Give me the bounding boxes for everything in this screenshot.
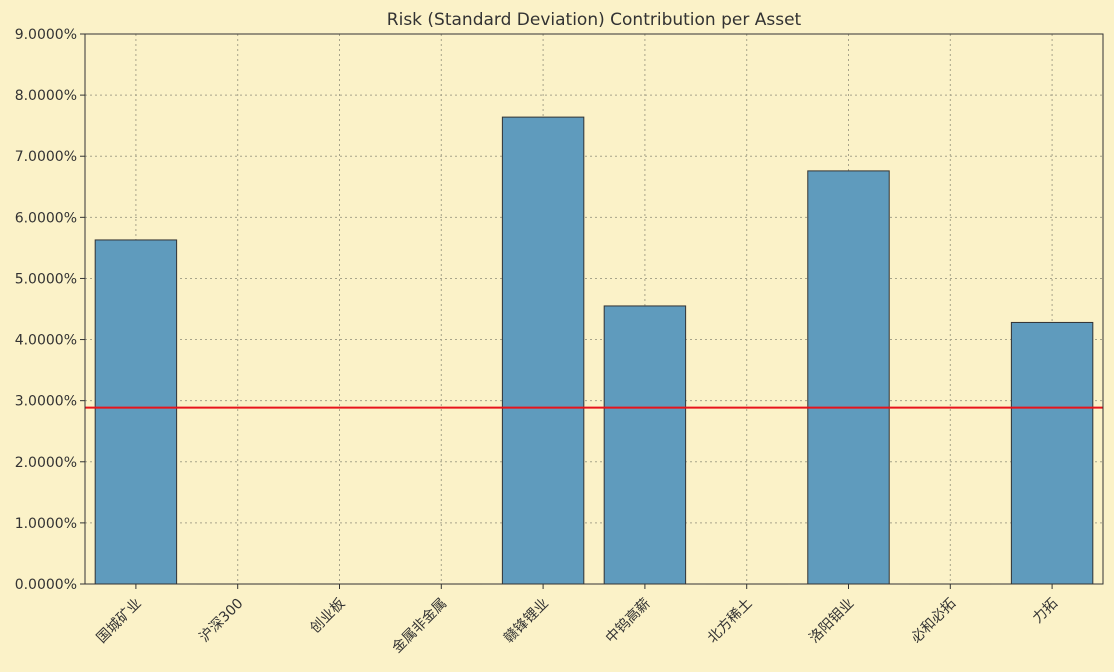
plot-frame	[84, 33, 1104, 585]
y-tick-label: 7.0000%	[15, 149, 77, 165]
x-tick-label: 中钨高薪	[602, 595, 654, 647]
x-tick-label: 赣锋锂业	[501, 596, 552, 647]
bar-7	[807, 170, 890, 585]
x-tick-label: 沪深300	[197, 596, 247, 646]
y-tick-label: 2.0000%	[15, 455, 77, 471]
y-tick-label: 5.0000%	[15, 271, 77, 287]
y-tick-label: 4.0000%	[15, 333, 77, 349]
y-tick-label: 6.0000%	[15, 210, 77, 226]
bar-4	[501, 116, 585, 585]
y-tick-label: 0.0000%	[15, 577, 77, 593]
x-tick-label: 北方稀土	[705, 596, 756, 647]
x-tick-label: 必和必拓	[908, 596, 959, 647]
x-tick-label: 国城矿业	[94, 596, 145, 647]
x-tick-label: 金属非金属	[389, 596, 450, 657]
axes-layer	[84, 33, 1104, 585]
grid-layer	[85, 33, 1103, 585]
x-tick-label: 创业板	[307, 596, 348, 637]
x-tick-label: 洛阳钼业	[806, 596, 857, 647]
x-axis-ticks: 国城矿业 沪深300 创业板 金属非金属 赣锋锂业 中钨高薪 北方稀土 洛阳钼业 必和必拓 力拓	[94, 584, 1061, 656]
bar-9	[1010, 321, 1094, 585]
bars-layer	[94, 116, 1094, 585]
bar-5	[603, 305, 687, 585]
y-axis-ticks: 0.0000% 1.0000% 2.0000% 3.0000% 4.0000% 5.000…	[15, 27, 85, 593]
bar-0	[94, 239, 178, 585]
y-tick-label: 1.0000%	[15, 516, 77, 532]
y-tick-label: 9.0000%	[15, 27, 77, 43]
y-tick-label: 3.0000%	[15, 394, 77, 410]
y-tick-label: 8.0000%	[15, 88, 77, 104]
chart-title: Risk (Standard Deviation) Contribution p…	[387, 10, 802, 30]
x-tick-label: 力拓	[1030, 596, 1061, 627]
